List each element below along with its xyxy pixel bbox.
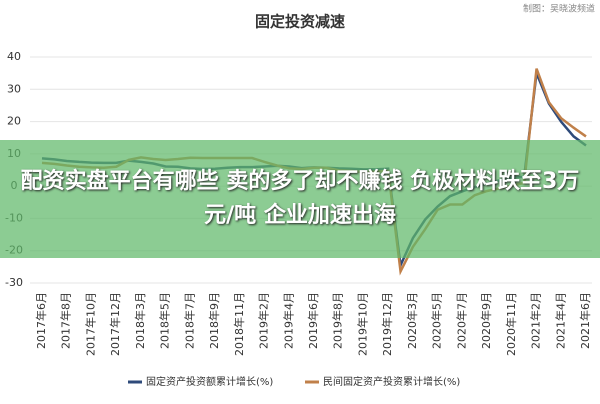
x-tick-label: 2021年4月 [553,292,567,349]
x-tick-label: 2019年4月 [281,292,295,349]
y-tick-label: 30 [7,82,21,95]
x-tick-label: 2019年6月 [306,292,320,349]
x-tick-label: 2020年11月 [504,292,518,356]
x-tick-label: 2020年7月 [454,292,468,349]
x-tick-label: 2021年6月 [578,292,592,349]
y-tick-label: 20 [7,115,21,128]
x-tick-label: 2017年8月 [59,292,73,349]
y-tick-label: -30 [5,276,23,289]
x-tick-label: 2018年7月 [182,292,196,349]
x-tick-label: 2020年5月 [430,292,444,349]
overlay-text: 配资实盘平台有哪些 卖的多了却不赚钱 负极材料跌至3万元/吨 企业加速出海 [20,169,580,228]
overlay-banner: 配资实盘平台有哪些 卖的多了却不赚钱 负极材料跌至3万元/吨 企业加速出海 [0,140,600,258]
x-tick-label: 2017年10月 [83,292,97,356]
x-tick-label: 2018年5月 [158,292,172,349]
x-tick-label: 2019年2月 [257,292,271,349]
x-tick-label: 2018年11月 [232,292,246,356]
x-tick-label: 2019年10月 [355,292,369,356]
x-tick-label: 2019年12月 [380,292,394,356]
x-tick-label: 2020年3月 [405,292,419,349]
x-tick-label: 2018年9月 [207,292,221,349]
x-tick-label: 2017年12月 [108,292,122,356]
x-tick-label: 2018年3月 [133,292,147,349]
source: 制图：吴晓波频道 [523,3,595,15]
x-tick-label: 2019年8月 [331,292,345,349]
chart-title: 固定投资减速 [255,13,345,31]
legend-label: 固定资产投资额累计增长(%) [146,375,273,388]
legend-label: 民间固定资产投资累计增长(%) [323,375,460,388]
x-tick-label: 2017年6月 [34,292,48,349]
x-tick-label: 2021年2月 [529,292,543,349]
x-tick-label: 2020年9月 [479,292,493,349]
y-tick-label: 40 [7,50,21,63]
